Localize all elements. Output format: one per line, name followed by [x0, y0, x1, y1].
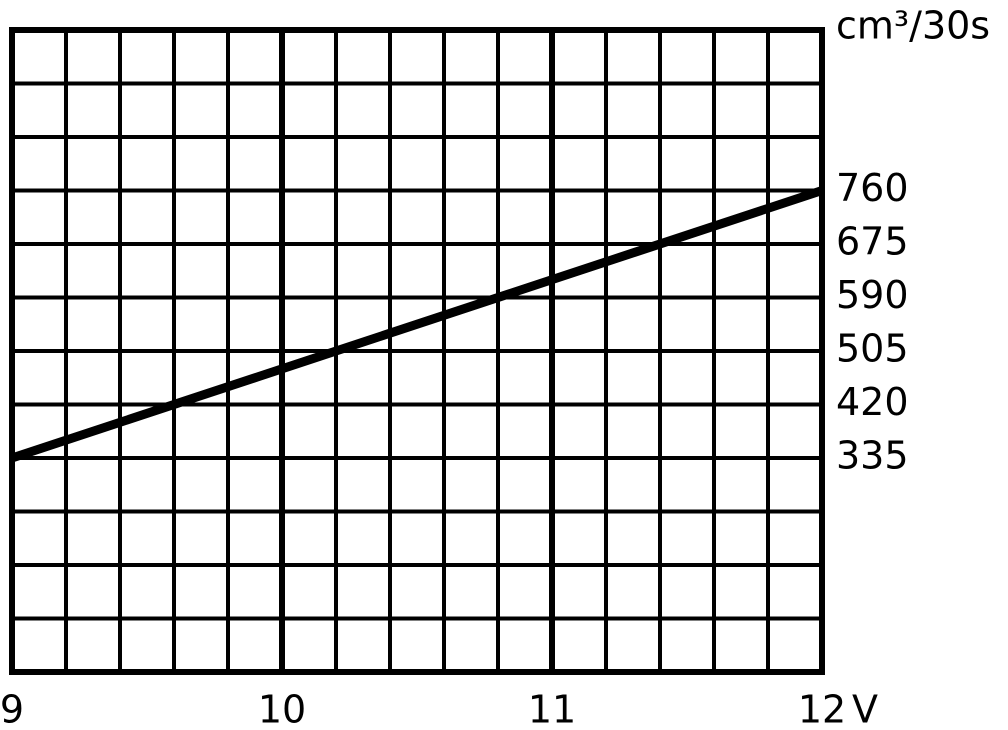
plot-border — [9, 27, 825, 675]
x-tick-label: 12 — [798, 688, 846, 730]
x-tick-label: 11 — [528, 688, 576, 730]
y-tick-label: 335 — [836, 434, 909, 478]
x-axis-label: V — [852, 688, 878, 730]
x-tick-label: 10 — [258, 688, 306, 730]
y-tick-label: 420 — [836, 380, 909, 424]
y-tick-label: 505 — [836, 327, 909, 371]
y-tick-label: 590 — [836, 273, 909, 317]
data-line — [10, 186, 824, 463]
y-axis-label: cm³/30s — [836, 4, 990, 48]
y-tick-label: 675 — [836, 220, 909, 264]
y-tick-label: 760 — [836, 166, 909, 210]
x-tick-label: 9 — [0, 688, 24, 730]
